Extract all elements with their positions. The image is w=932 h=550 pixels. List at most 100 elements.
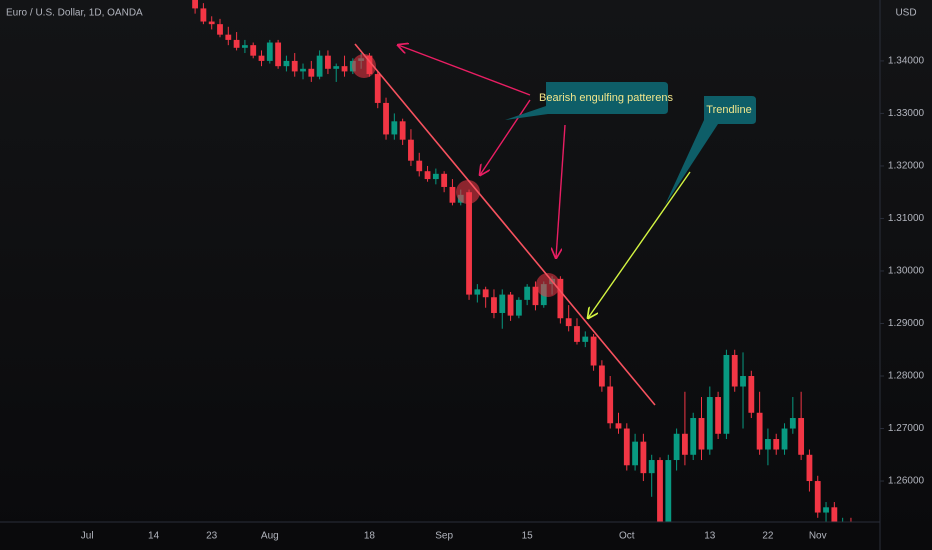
arrow (398, 45, 531, 96)
callout-text: Bearish engulfing patterens (539, 92, 673, 104)
candle-body (756, 412, 763, 450)
candle-body (258, 55, 265, 61)
candle-body (532, 286, 539, 306)
candle-body (574, 326, 580, 342)
x-tick-label: 15 (522, 531, 534, 542)
trendline (354, 43, 656, 406)
callout-text: Trendline (706, 104, 751, 116)
candle-body (831, 507, 838, 522)
candle-body (648, 460, 655, 474)
candle-body (391, 121, 398, 135)
chart-title: Euro / U.S. Dollar, 1D, OANDA (6, 8, 143, 19)
candle-body (383, 102, 389, 135)
candle-body (491, 297, 497, 313)
candle-body (665, 460, 672, 522)
x-tick-label: Jul (81, 531, 94, 542)
arrow (480, 99, 531, 175)
drawings: Bearish engulfing patterens Trendline (352, 43, 756, 406)
arrow (588, 171, 691, 318)
candle-body (275, 42, 282, 67)
candle-body (740, 376, 746, 387)
candle-body (507, 294, 514, 316)
candle-body (715, 397, 722, 434)
candle-body (325, 55, 331, 69)
candle-body (731, 355, 738, 387)
candle-body (250, 45, 257, 56)
candle-body (607, 386, 614, 424)
y-tick-label: 1.30000 (888, 266, 925, 277)
candle-body (291, 60, 298, 72)
candle-body (233, 39, 240, 48)
candle-body (341, 66, 348, 72)
candle-body (266, 42, 273, 61)
candle-body (590, 336, 597, 366)
candle-body (706, 397, 713, 450)
x-tick-label: Oct (619, 531, 635, 542)
candle-body (374, 74, 381, 103)
y-tick-label: 1.34000 (888, 56, 925, 67)
candle-body (200, 8, 207, 22)
highlight (352, 54, 376, 78)
candle-body (657, 460, 663, 522)
candle-body (524, 286, 531, 300)
x-tick-label: Nov (809, 531, 827, 542)
candle-body (682, 433, 688, 455)
candle-body (723, 355, 730, 434)
candle-body (192, 0, 198, 9)
candle-body (806, 454, 813, 482)
candle-body (333, 66, 340, 69)
y-tick-label: 1.31000 (888, 213, 925, 224)
currency-label: USD (895, 8, 916, 19)
y-tick-label: 1.27000 (888, 423, 925, 434)
candle-body (474, 289, 481, 295)
candle-body (441, 173, 448, 187)
candle-body (283, 60, 290, 67)
candle-body (557, 278, 564, 319)
candle-body (316, 55, 323, 77)
candle-body (798, 418, 805, 455)
candle-body (615, 423, 622, 429)
candle-body (789, 418, 796, 429)
candle-body (773, 439, 780, 450)
y-tick-label: 1.33000 (888, 108, 925, 119)
candle-body (690, 418, 697, 455)
x-tick-label: 13 (704, 531, 716, 542)
candle-body (598, 365, 605, 387)
candle-body (582, 336, 589, 342)
x-tick-label: 18 (364, 531, 376, 542)
candle-body (632, 441, 638, 466)
arrow (556, 124, 566, 258)
candle-body (698, 418, 705, 450)
x-tick-label: Sep (435, 531, 453, 542)
candle-body (515, 299, 522, 316)
candle-body (482, 289, 489, 298)
candle-body (308, 68, 315, 77)
y-tick-label: 1.29000 (888, 318, 925, 329)
candle-body (300, 68, 306, 72)
candle-body (823, 507, 829, 513)
candle-body (208, 21, 215, 25)
callout (505, 82, 668, 120)
x-tick-label: 22 (762, 531, 774, 542)
candle-body (408, 139, 414, 161)
y-tick-label: 1.28000 (888, 371, 925, 382)
candle-body (673, 433, 680, 461)
candle-body (466, 192, 472, 295)
x-tick-label: Aug (261, 531, 279, 542)
highlight (456, 180, 480, 204)
candle-body (416, 160, 423, 172)
highlight (536, 273, 560, 297)
candle-body (814, 481, 821, 513)
candle-body (399, 121, 406, 140)
candle-body (623, 428, 630, 466)
x-tick-label: 14 (148, 531, 160, 542)
candle-body (242, 45, 248, 48)
candle-body (640, 441, 647, 474)
candle-body (499, 294, 506, 313)
callout (665, 96, 756, 205)
candle-body (781, 428, 788, 450)
candle-body (748, 376, 755, 413)
x-tick-label: 23 (206, 531, 218, 542)
